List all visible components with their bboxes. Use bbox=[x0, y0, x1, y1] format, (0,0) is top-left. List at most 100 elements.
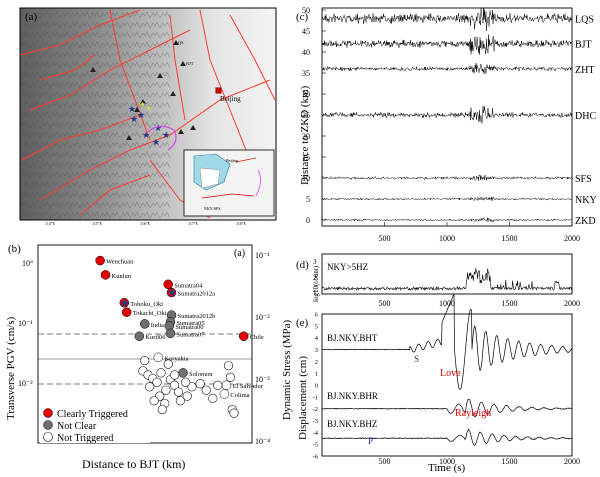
waveform-trace bbox=[321, 106, 573, 124]
beijing-label: Beijing bbox=[220, 95, 241, 103]
event-marker bbox=[173, 387, 184, 397]
panel-a-map: (a) Beijing LQS BJT ★ ★ ★ ★ ★ ★ ★ bbox=[19, 7, 277, 226]
event-marker bbox=[139, 319, 150, 329]
waveform-trace bbox=[321, 63, 573, 75]
ytick-label: 4 bbox=[315, 335, 319, 342]
event-label: Solomon bbox=[189, 371, 213, 378]
ytick-label: 2 bbox=[315, 359, 318, 366]
event-marker bbox=[152, 377, 162, 387]
counts-xticks: 500 1000 1500 2000 bbox=[379, 299, 581, 308]
svg-text:★: ★ bbox=[128, 104, 136, 114]
xtick-label: 500 bbox=[379, 234, 391, 243]
event-marker bbox=[178, 368, 188, 378]
event-label: Kunlun bbox=[112, 273, 132, 280]
event-marker bbox=[223, 361, 233, 371]
ytick-label: -3 bbox=[313, 418, 318, 425]
station-triangle bbox=[178, 129, 184, 134]
scatter-y2label: Dynamic Stress (MPa) bbox=[281, 319, 293, 420]
panel-c-label: (c) bbox=[296, 11, 309, 23]
map-tick-4: 117°E bbox=[188, 221, 198, 226]
map-inset: Beijing NKY/SFS bbox=[183, 149, 275, 217]
scatter-y2tick-1: 10⁻² bbox=[255, 313, 270, 322]
xtick-label: 500 bbox=[379, 299, 391, 308]
station-label: ZHT bbox=[575, 65, 594, 76]
event-marker bbox=[149, 396, 159, 406]
xtick-label: 2000 bbox=[564, 457, 580, 466]
scatter-ytick-1: 10⁻¹ bbox=[18, 319, 33, 328]
map-tick-2: 115°E bbox=[92, 221, 102, 226]
svg-text:★: ★ bbox=[130, 114, 138, 124]
ytick-label: 5 bbox=[315, 323, 318, 330]
ytick-label: 5 bbox=[306, 195, 310, 204]
event-marker bbox=[182, 391, 192, 401]
pink-zone bbox=[147, 125, 177, 151]
event-marker bbox=[201, 385, 211, 395]
map-tick-3: 116°E bbox=[140, 221, 150, 226]
panel-e-displacement: (e) Displacement (cm) Time (s) 6 5 4 3 2 1 0 -1… bbox=[296, 293, 580, 474]
ytick-label: 10 bbox=[302, 174, 310, 183]
event-marker bbox=[163, 279, 173, 290]
event-marker bbox=[219, 389, 230, 399]
event-label: Sumatra05 bbox=[176, 320, 204, 327]
station-triangle bbox=[90, 67, 96, 72]
station-label-lqs: LQS bbox=[175, 40, 184, 45]
waveform-trace bbox=[321, 217, 573, 223]
xtick-label: 2000 bbox=[564, 299, 580, 308]
scatter-xlabel: Distance to BJT (km) bbox=[82, 457, 185, 471]
event-label: Colima bbox=[230, 392, 249, 399]
station-triangle bbox=[140, 99, 146, 104]
scatter-ylabel: Transverse PGV (cm/s) bbox=[5, 316, 17, 420]
xtick-label: 2000 bbox=[564, 234, 580, 243]
event-marker bbox=[170, 370, 180, 380]
station-triangle bbox=[173, 40, 179, 45]
event-marker bbox=[238, 331, 249, 341]
event-marker bbox=[229, 408, 239, 418]
counts-ylabel: log10(count) bbox=[312, 265, 320, 302]
displacement-ylabel: Displacement (cm) bbox=[297, 356, 309, 440]
ytick-label: -4 bbox=[313, 430, 319, 437]
legend-marker-nottriggered bbox=[43, 432, 53, 442]
event-label: Sumatra07 bbox=[176, 331, 205, 338]
ytick-label: 6 bbox=[315, 312, 319, 319]
panel-b-label: (b) bbox=[8, 243, 21, 255]
panel-c-waveforms: (c) Distance to ZKD (km) 0 5 10 15 20 25 30 35 4… bbox=[296, 6, 597, 243]
panel-b-right-label: (a) bbox=[234, 248, 245, 259]
event-marker bbox=[156, 368, 166, 378]
event-marker bbox=[165, 328, 176, 339]
event-label: India bbox=[151, 322, 164, 329]
event-marker bbox=[181, 377, 191, 387]
station-triangle bbox=[134, 107, 140, 112]
svg-text:★: ★ bbox=[137, 110, 145, 120]
counts-ytick-2: 2 bbox=[313, 274, 317, 282]
event-marker bbox=[225, 372, 235, 382]
star-marker: ★ bbox=[119, 296, 130, 310]
counts-ytick-3: 3 bbox=[313, 258, 317, 266]
panel-b-scatter: (b) (a) Transverse PGV (cm/s) Dynamic St… bbox=[5, 243, 293, 471]
svg-text:★: ★ bbox=[162, 130, 170, 140]
channel-label-bhz: BJ.NKY.BHZ bbox=[327, 419, 377, 429]
event-marker bbox=[195, 379, 205, 389]
event-label: Chile bbox=[250, 334, 264, 341]
svg-text:★: ★ bbox=[152, 137, 160, 147]
event-label: Tokachi_Oki bbox=[133, 310, 167, 317]
event-marker bbox=[161, 385, 171, 395]
star-markers: ★ ★ ★ ★ ★ ★ ★ bbox=[128, 104, 170, 147]
event-marker bbox=[187, 382, 197, 392]
event-marker bbox=[163, 359, 173, 369]
station-label: ZKD bbox=[575, 216, 596, 227]
scatter-y2tick-2: 10⁻³ bbox=[255, 375, 270, 384]
waveform-frame bbox=[321, 7, 573, 227]
station-triangle bbox=[180, 61, 186, 66]
ytick-label: 40 bbox=[302, 48, 310, 57]
station-label: BJT bbox=[575, 40, 592, 51]
svg-text:★: ★ bbox=[154, 123, 162, 133]
inset-nky-label: NKY/SFS bbox=[204, 206, 220, 211]
star-marker: ★ bbox=[167, 286, 178, 300]
ytick-label: -5 bbox=[313, 442, 318, 449]
ytick-label: -1 bbox=[313, 394, 318, 401]
phase-label-love: Love bbox=[440, 368, 461, 379]
event-marker bbox=[95, 255, 105, 266]
event-marker bbox=[213, 380, 223, 390]
displacement-xlabel: Time (s) bbox=[428, 462, 466, 474]
